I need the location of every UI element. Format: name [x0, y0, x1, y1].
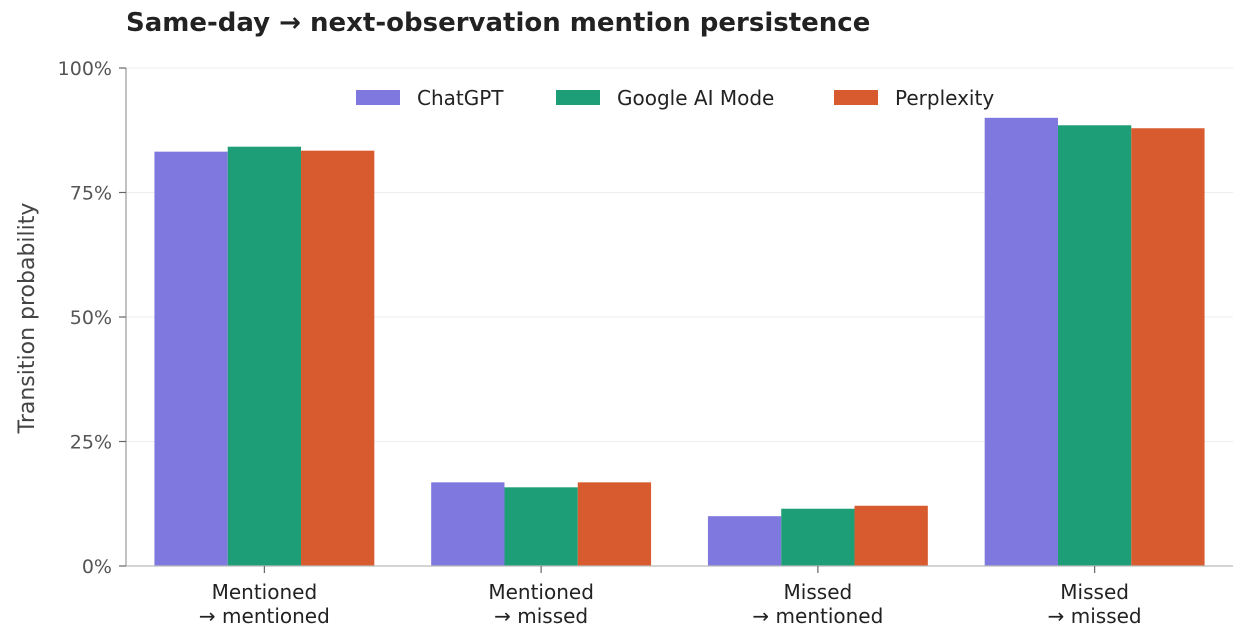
y-tick-label: 100% [58, 58, 112, 80]
bar [1131, 128, 1205, 566]
bar [431, 482, 505, 566]
x-category-label: Mentioned [212, 580, 318, 604]
bar [781, 508, 855, 566]
legend-label: Google AI Mode [617, 86, 774, 110]
y-axis-title: Transition probability [15, 203, 40, 435]
legend: ChatGPT Google AI Mode Perplexity [356, 86, 994, 110]
x-category-label: → mentioned [199, 604, 330, 628]
chart-title: Same-day → next-observation mention pers… [126, 8, 871, 38]
bar [984, 117, 1058, 567]
bar [154, 151, 228, 566]
x-category-label: → mentioned [752, 604, 883, 628]
bar [707, 516, 782, 566]
legend-swatch [556, 90, 600, 105]
legend-swatch [356, 90, 400, 105]
x-category-label: → missed [1048, 604, 1142, 628]
legend-label: Perplexity [895, 86, 994, 110]
bar [301, 150, 375, 566]
x-category-label: Mentioned [488, 580, 594, 604]
legend-label: ChatGPT [417, 86, 504, 110]
x-category-label: → missed [494, 604, 588, 628]
legend-swatch [834, 90, 878, 105]
x-category-label: Missed [1060, 580, 1129, 604]
y-tick-label: 50% [70, 307, 112, 329]
bar [227, 146, 302, 566]
y-tick-label: 0% [82, 556, 112, 578]
bar [854, 505, 928, 566]
x-category-label: Missed [784, 580, 853, 604]
bar [1057, 125, 1132, 567]
bar [504, 487, 578, 566]
y-tick-labels: 0% 25% 50% 75% 100% [58, 58, 126, 578]
y-tick-label: 75% [70, 183, 112, 205]
bar [577, 482, 652, 566]
y-tick-label: 25% [70, 432, 112, 454]
bars [154, 117, 1205, 567]
